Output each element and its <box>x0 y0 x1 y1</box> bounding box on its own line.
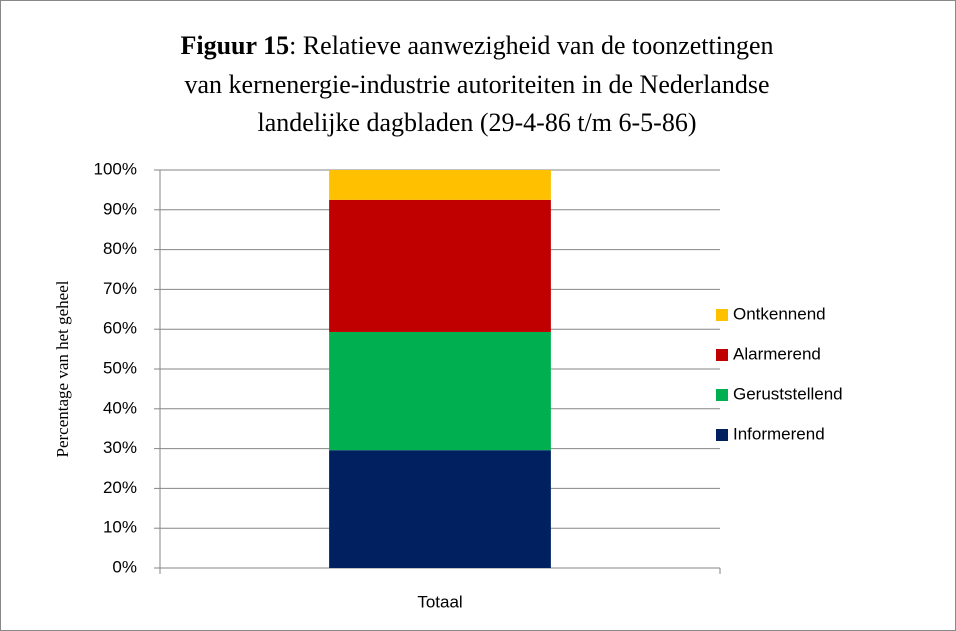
y-tick-label: 40% <box>103 398 137 417</box>
y-tick-label: 80% <box>103 239 137 258</box>
y-tick-label: 50% <box>103 358 137 377</box>
y-tick-label: 30% <box>103 438 137 457</box>
bar-segment <box>329 331 551 451</box>
title-line: van kernenergie-industrie autoriteiten i… <box>184 70 769 99</box>
y-axis-label: Percentage van het geheel <box>53 280 72 457</box>
legend-swatch <box>716 349 728 361</box>
y-tick-label: 70% <box>103 279 137 298</box>
bar-segment <box>329 199 551 332</box>
y-tick-label: 60% <box>103 319 137 338</box>
legend-swatch <box>716 389 728 401</box>
y-tick-label: 10% <box>103 518 137 537</box>
legend-label: Informerend <box>733 424 825 443</box>
legend-label: Alarmerend <box>733 344 821 363</box>
bar-segment <box>329 170 551 200</box>
legend-label: Ontkennend <box>733 304 826 323</box>
title-line: landelijke dagbladen (29-4-86 t/m 6-5-86… <box>258 108 697 137</box>
title-line: : Relatieve aanwezigheid van de toonzett… <box>289 31 773 60</box>
bar-segment <box>329 450 551 568</box>
title-bold: Figuur 15 <box>180 31 289 60</box>
legend-label: Geruststellend <box>733 384 843 403</box>
y-tick-label: 20% <box>103 478 137 497</box>
y-tick-label: 100% <box>94 159 137 178</box>
legend-swatch <box>716 429 728 441</box>
x-tick-label: Totaal <box>417 592 462 611</box>
y-tick-label: 0% <box>112 557 137 576</box>
chart-title: Figuur 15: Relatieve aanwezigheid van de… <box>180 31 773 60</box>
y-tick-label: 90% <box>103 199 137 218</box>
legend-swatch <box>716 309 728 321</box>
